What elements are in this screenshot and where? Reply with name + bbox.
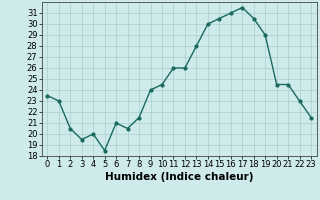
- X-axis label: Humidex (Indice chaleur): Humidex (Indice chaleur): [105, 172, 253, 182]
